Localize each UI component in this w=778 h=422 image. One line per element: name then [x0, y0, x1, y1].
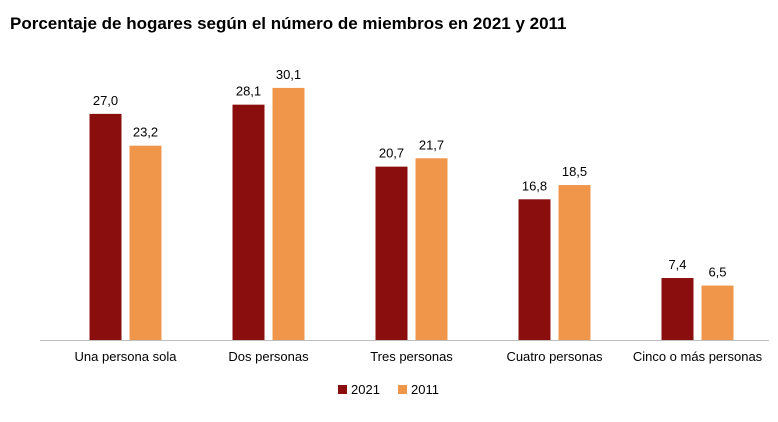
data-label-2021-1: 28,1 [236, 84, 261, 99]
bar-2021-2 [375, 166, 408, 340]
legend: 2021 2011 [338, 382, 439, 397]
x-tick-label-4: Cinco o más personas [633, 349, 763, 364]
data-label-2021-0: 27,0 [93, 93, 118, 108]
x-tick-label-1: Dos personas [228, 349, 309, 364]
bar-2021-3 [518, 199, 551, 340]
data-label-2011-1: 30,1 [276, 67, 301, 82]
legend-label-2011: 2011 [411, 382, 439, 397]
legend-label-2021: 2021 [351, 382, 380, 397]
bar-2011-1 [272, 87, 305, 340]
x-tick-label-0: Una persona sola [75, 349, 178, 364]
bar-2011-0 [129, 145, 162, 340]
data-label-2011-4: 6,5 [708, 265, 726, 280]
data-label-2021-4: 7,4 [668, 257, 686, 272]
bar-2021-0 [89, 113, 122, 340]
data-label-2011-2: 21,7 [419, 137, 444, 152]
x-tick-labels-group: Una persona sola Dos personas Tres persona… [75, 349, 763, 364]
chart-title: Porcentaje de hogares según el número de… [10, 14, 567, 33]
data-label-2021-3: 16,8 [522, 178, 547, 193]
legend-swatch-2011 [398, 385, 407, 394]
bar-2011-4 [701, 285, 734, 340]
x-tick-label-3: Cuatro personas [506, 349, 603, 364]
data-labels-group: 27,0 23,2 28,1 30,1 20,7 21,7 16,8 18,5 7,4 6,5 [93, 67, 727, 280]
bar-2011-3 [558, 185, 591, 340]
x-tick-label-2: Tres personas [370, 349, 453, 364]
bar-2011-2 [415, 158, 448, 340]
bar-2021-1 [232, 104, 265, 340]
data-label-2021-2: 20,7 [379, 146, 404, 161]
data-label-2011-0: 23,2 [133, 125, 158, 140]
bars-group [89, 87, 734, 340]
legend-swatch-2021 [338, 385, 347, 394]
bar-2021-4 [661, 278, 694, 340]
data-label-2011-3: 18,5 [562, 164, 587, 179]
